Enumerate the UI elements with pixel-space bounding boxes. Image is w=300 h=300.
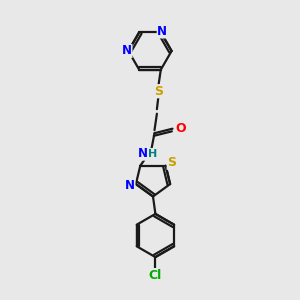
Text: S: S — [167, 156, 176, 169]
Text: Cl: Cl — [149, 268, 162, 282]
Text: N: N — [122, 44, 132, 58]
Text: S: S — [154, 85, 163, 98]
Text: N: N — [125, 179, 135, 192]
Text: O: O — [175, 122, 186, 135]
Text: N: N — [157, 25, 167, 38]
Text: N: N — [125, 179, 135, 192]
Text: N: N — [137, 147, 148, 160]
Text: S: S — [167, 156, 176, 169]
Text: O: O — [175, 122, 186, 135]
Text: H: H — [148, 148, 157, 159]
Text: S: S — [154, 85, 163, 98]
Text: N: N — [157, 25, 167, 38]
Text: N: N — [122, 44, 132, 58]
Text: Cl: Cl — [149, 268, 162, 282]
Text: N: N — [137, 147, 148, 160]
Text: H: H — [148, 148, 157, 159]
